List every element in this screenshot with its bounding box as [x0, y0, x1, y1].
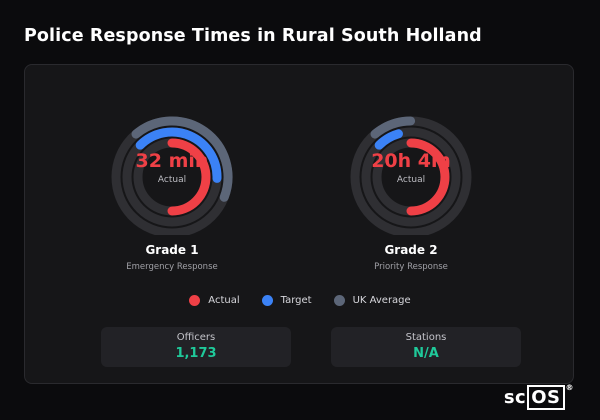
response-times-card: 32 min Actual Grade 1 Emergency Response…: [24, 64, 574, 384]
gauge-value: 20h 4m: [371, 150, 451, 172]
legend-label: Actual: [208, 294, 240, 306]
stat-value: N/A: [413, 346, 439, 361]
stat-officers: Officers 1,173: [101, 327, 291, 367]
actual-arc: [167, 138, 211, 216]
gauge-grade-2-rings: [350, 116, 472, 235]
gauge-grade-2: 20h 4m Actual Grade 2 Priority Response: [321, 65, 501, 280]
gauge-sub-label: Actual: [396, 175, 426, 185]
gauge-sub-label: Actual: [157, 175, 187, 185]
legend-dot-uk-average: [333, 294, 345, 306]
uk-average-arc: [370, 116, 416, 139]
target-arc: [135, 127, 222, 183]
logo-boxed: OS: [527, 385, 565, 410]
legend-label: Target: [280, 294, 312, 306]
logo-prefix: sc: [503, 387, 527, 408]
logo-mark: ®: [565, 383, 574, 392]
legend-dot-actual: [189, 294, 201, 306]
legend-dot-target: [261, 294, 273, 306]
scos-logo: sc OS ®: [503, 383, 574, 410]
gauge-name: Grade 2: [384, 243, 438, 257]
target-arc: [374, 129, 403, 150]
legend-item-target[interactable]: Target: [261, 294, 312, 306]
stat-stations: Stations N/A: [331, 327, 521, 367]
gauge-description: Emergency Response: [126, 262, 218, 272]
stat-label: Stations: [405, 332, 447, 343]
actual-arc: [406, 138, 450, 216]
gauge-name: Grade 1: [145, 243, 199, 257]
stat-value: 1,173: [175, 346, 217, 361]
legend-label: UK Average: [352, 294, 411, 306]
uk-average-arc: [131, 116, 233, 202]
gauge-value: 32 min: [135, 150, 209, 172]
legend: Actual Target UK Average: [25, 292, 575, 308]
page-title: Police Response Times in Rural South Hol…: [24, 26, 482, 46]
ring-track: [361, 127, 461, 227]
legend-item-uk-average[interactable]: UK Average: [333, 294, 411, 306]
legend-item-actual[interactable]: Actual: [189, 294, 240, 306]
gauge-grade-1-rings: [111, 116, 233, 235]
gauge-grade-1: 32 min Actual Grade 1 Emergency Response: [82, 65, 262, 280]
stat-label: Officers: [176, 332, 216, 343]
gauge-description: Priority Response: [374, 262, 448, 272]
